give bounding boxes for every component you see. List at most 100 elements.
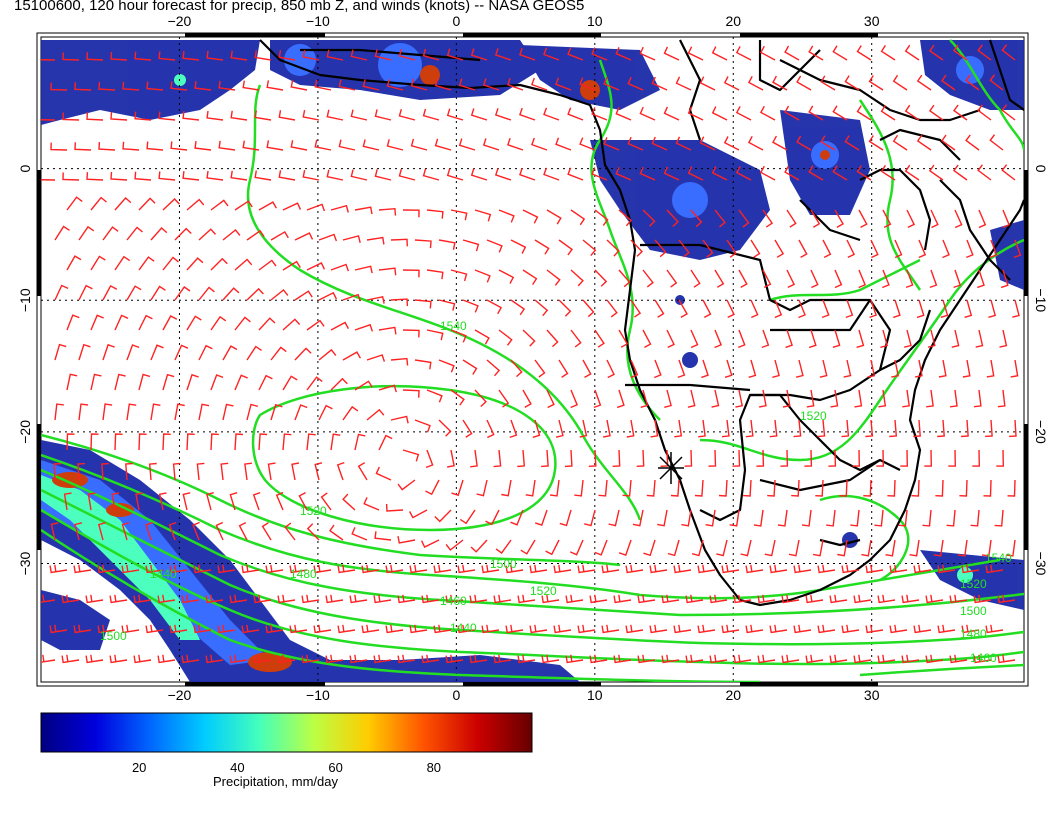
wind-barb <box>41 119 56 121</box>
wind-barb <box>126 285 142 301</box>
wind-barb <box>289 624 308 634</box>
wind-barb <box>615 47 632 61</box>
wind-barb <box>565 594 584 604</box>
wind-barb <box>349 654 368 664</box>
wind-barb <box>925 654 944 664</box>
wind-barb <box>114 373 126 391</box>
wind-barb <box>828 449 837 467</box>
wind-barb <box>868 75 884 91</box>
wind-barb <box>254 110 272 121</box>
wind-barb <box>158 492 167 511</box>
wind-barb <box>174 344 189 361</box>
wind-barb <box>534 509 548 526</box>
wind-barb <box>485 509 500 526</box>
wind-barb <box>314 79 332 91</box>
wind-barb <box>892 134 908 151</box>
wind-barb <box>462 359 478 375</box>
wind-barb <box>812 539 824 557</box>
wind-barb <box>545 539 560 556</box>
wind-barb <box>318 291 338 301</box>
wind-barb <box>591 47 608 61</box>
wind-barb <box>306 262 326 271</box>
wind-barb <box>507 137 524 151</box>
wind-barb <box>258 317 276 331</box>
wind-barb <box>796 75 812 91</box>
wind-barb <box>470 539 488 553</box>
wind-barb <box>553 564 572 574</box>
wind-barb <box>649 624 668 634</box>
wind-barb <box>168 521 177 541</box>
wind-barb <box>102 403 113 421</box>
wind-barb <box>450 329 467 343</box>
wind-barb <box>277 594 296 604</box>
wind-barb <box>808 105 824 121</box>
wind-barb <box>853 594 872 604</box>
wind-barb <box>181 654 200 664</box>
wind-barb <box>306 319 325 331</box>
wind-barb <box>66 314 80 331</box>
wind-barb <box>780 449 789 467</box>
wind-barb <box>774 299 783 319</box>
wind-barb <box>450 269 468 282</box>
wind-barb <box>898 509 908 527</box>
contour-label: 1480 <box>290 567 317 581</box>
wind-barb <box>375 466 392 481</box>
wind-barb <box>889 419 898 438</box>
wind-barb <box>808 329 817 349</box>
wind-barb <box>378 207 397 216</box>
wind-barb <box>870 239 879 259</box>
wind-barb <box>397 535 416 544</box>
wind-barb <box>422 168 440 181</box>
wind-barb <box>54 284 69 301</box>
wind-barb <box>50 142 68 151</box>
wind-barb <box>85 594 104 604</box>
wind-barb <box>434 138 452 151</box>
wind-barb <box>61 594 80 604</box>
wind-barb <box>342 351 362 361</box>
wind-barb <box>904 104 920 121</box>
wind-barb <box>486 239 503 253</box>
wind-barb <box>374 49 392 61</box>
contour-label: 1520 <box>800 409 827 423</box>
wind-barb <box>229 594 248 604</box>
wind-barb <box>450 209 468 221</box>
wind-barb <box>829 594 848 604</box>
wind-barb <box>246 345 262 361</box>
wind-barb <box>996 449 1005 467</box>
wind-barb <box>589 594 608 604</box>
wind-barb <box>446 48 464 61</box>
wind-barb <box>829 654 848 664</box>
wind-barb <box>651 136 668 151</box>
wind-barb <box>616 389 625 409</box>
wind-barb <box>606 359 615 379</box>
wind-barb <box>222 229 241 241</box>
wind-barb <box>757 654 776 664</box>
wind-barb <box>735 106 752 121</box>
wind-barb <box>988 299 997 318</box>
contour-label: 1500 <box>490 557 517 571</box>
wind-barb <box>928 164 944 181</box>
wind-barb <box>618 269 631 288</box>
wind-barb <box>414 239 432 249</box>
frame-segments <box>37 33 1028 686</box>
colorbar-tick-label: 40 <box>230 760 245 775</box>
wind-barb <box>294 232 314 241</box>
wind-barb <box>218 80 236 91</box>
wind-barb <box>948 449 957 467</box>
wind-barb <box>938 359 947 378</box>
wind-barb <box>594 329 605 348</box>
wind-barb <box>241 564 260 574</box>
wind-barb <box>901 594 920 604</box>
wind-barb <box>637 594 656 604</box>
wind-barb <box>169 624 188 634</box>
wind-barb <box>977 104 992 121</box>
wind-barb <box>374 109 392 121</box>
wind-barb <box>973 594 992 604</box>
wind-barb <box>774 239 785 258</box>
colorbar-label: Precipitation, mm/day <box>213 774 338 789</box>
wind-barb <box>868 135 884 151</box>
wind-barb <box>612 449 621 467</box>
wind-barb <box>519 107 536 121</box>
wind-barb <box>598 479 608 497</box>
wind-barb <box>447 449 455 468</box>
